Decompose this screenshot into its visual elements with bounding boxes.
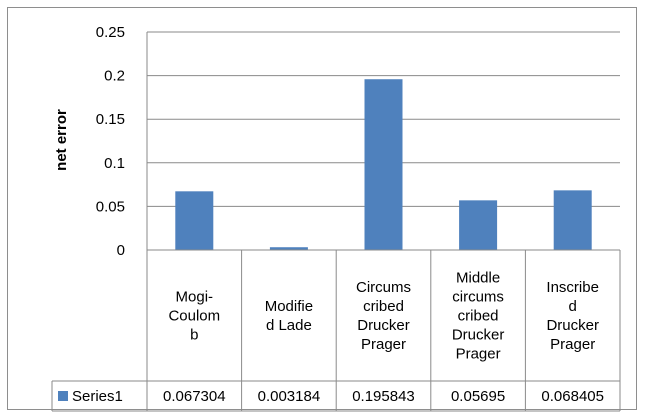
category-label-line: b <box>190 327 198 344</box>
category-label-line: cribed <box>363 298 404 315</box>
bar <box>553 190 592 250</box>
bar <box>459 200 498 250</box>
category-label-line: Drucker <box>546 317 599 334</box>
data-value-label: 0.05695 <box>451 388 505 405</box>
category-label-line: Circums <box>356 279 411 296</box>
category-label: Middle circums cribed Drucker Prager <box>452 270 505 363</box>
category-label-line: Inscribe <box>546 279 599 296</box>
category-label-line: Drucker <box>452 327 505 344</box>
y-tick-label: 0.2 <box>104 68 125 85</box>
y-tick-label: 0.25 <box>96 24 125 41</box>
data-value-label: 0.067304 <box>163 388 226 405</box>
bar <box>175 191 214 250</box>
y-tick-label: 0.05 <box>96 198 125 215</box>
legend-swatch <box>58 391 68 401</box>
category-label: Modifie d Lade <box>265 298 313 334</box>
category-label-line: circums <box>452 289 504 306</box>
data-value-label: 0.003184 <box>258 388 321 405</box>
data-value-label: 0.068405 <box>541 388 604 405</box>
category-label-line: Prager <box>456 346 501 363</box>
category-label-line: d Lade <box>266 317 312 334</box>
category-label-line: cribed <box>458 308 499 325</box>
y-tick-label: 0 <box>117 242 125 259</box>
chart-frame <box>7 7 637 410</box>
category-label-line: Mogi- <box>176 289 214 306</box>
category-label-line: Coulom <box>168 308 220 325</box>
category-label-line: Modifie <box>265 298 313 315</box>
category-label-line: d <box>569 298 577 315</box>
y-axis-label: net error <box>53 109 70 171</box>
legend-series-name: Series1 <box>72 388 123 405</box>
category-label: Circums cribed Drucker Prager <box>356 279 411 353</box>
category-label-line: Middle <box>456 270 500 287</box>
y-tick-label: 0.15 <box>96 111 125 128</box>
category-label: Mogi- Coulom b <box>168 289 220 344</box>
category-label: Inscribe d Drucker Prager <box>546 279 599 353</box>
data-value-label: 0.195843 <box>352 388 415 405</box>
bar <box>269 247 308 250</box>
y-tick-label: 0.1 <box>104 155 125 172</box>
category-label-line: Prager <box>361 336 406 353</box>
bar <box>364 79 403 250</box>
category-label-line: Prager <box>550 336 595 353</box>
category-label-line: Drucker <box>357 317 410 334</box>
